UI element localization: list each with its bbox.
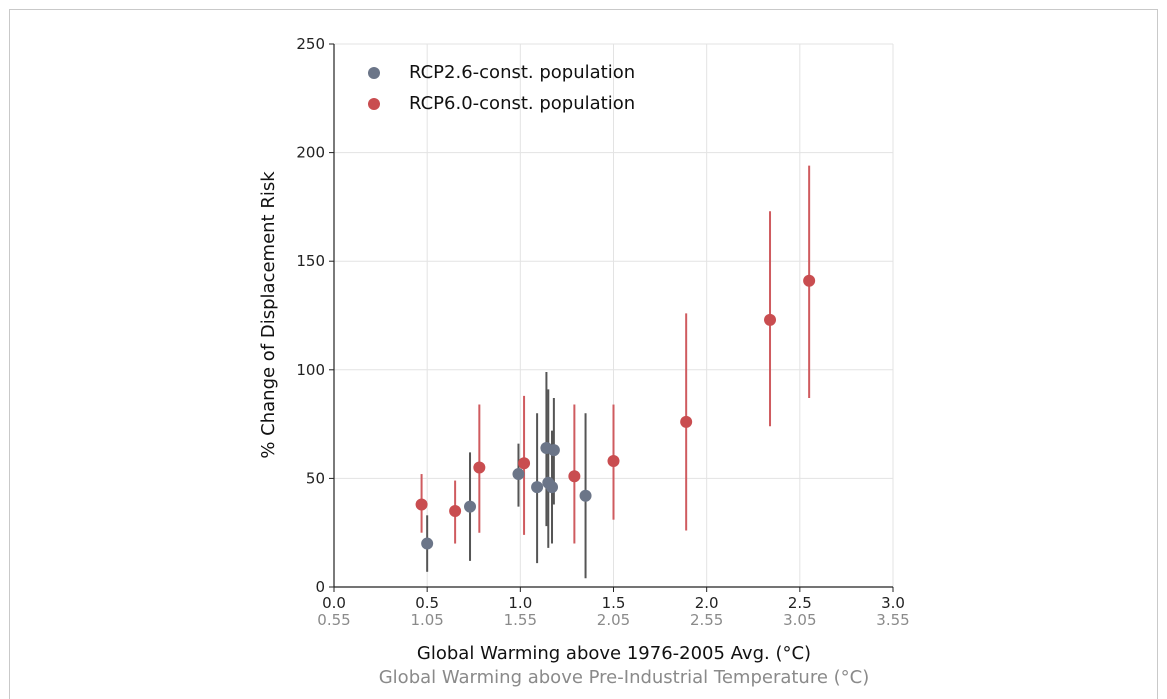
x-axis-title-secondary: Global Warming above Pre-Industrial Temp…	[379, 667, 870, 688]
x-tick-label-secondary-3: 2.05	[597, 611, 630, 629]
y-axis-ticks: 0 50 100 150 200 250	[296, 35, 334, 596]
data-point-s1-0	[415, 498, 428, 511]
grid-lines	[333, 43, 894, 588]
data-point-s0-3	[531, 481, 544, 494]
data-point-s0-1	[464, 500, 477, 513]
data-point-s1-6	[680, 415, 693, 428]
x-tick-label-5: 2.5	[788, 594, 812, 612]
x-tick-label-0: 0.0	[322, 594, 346, 612]
data-point-s1-2	[473, 461, 486, 474]
x-tick-label-3: 1.5	[602, 594, 626, 612]
data-point-s0-0	[421, 537, 434, 550]
x-tick-label-6: 3.0	[881, 594, 905, 612]
y-axis-title: % Change of Displacement Risk	[258, 171, 279, 459]
x-tick-label-secondary-5: 3.05	[783, 611, 816, 629]
y-tick-label-5: 250	[296, 35, 325, 53]
y-tick-label-3: 150	[296, 252, 325, 270]
legend-marker-1	[368, 98, 380, 110]
data-marks	[415, 165, 816, 579]
x-tick-label-4: 2.0	[695, 594, 719, 612]
y-tick-label-1: 50	[306, 469, 325, 487]
y-tick-label-0: 0	[315, 578, 325, 596]
x-tick-label-secondary-6: 3.55	[876, 611, 909, 629]
x-tick-label-2: 1.0	[508, 594, 532, 612]
data-point-s0-8	[579, 489, 592, 502]
legend: RCP2.6-const. population RCP6.0-const. po…	[368, 62, 635, 114]
data-point-s0-7	[547, 444, 560, 457]
data-point-s0-6	[546, 481, 559, 494]
y-tick-label-4: 200	[296, 144, 325, 162]
data-point-s1-8	[803, 274, 816, 287]
data-point-s1-3	[518, 457, 531, 470]
x-tick-label-secondary-2: 1.55	[504, 611, 537, 629]
legend-label-1: RCP6.0-const. population	[409, 93, 635, 114]
data-point-s1-7	[764, 313, 777, 326]
data-point-s1-1	[449, 504, 462, 517]
x-tick-label-secondary-0: 0.55	[317, 611, 350, 629]
figure-frame	[9, 9, 1158, 699]
x-tick-label-1: 0.5	[415, 594, 439, 612]
x-axis-title: Global Warming above 1976-2005 Avg. (°C)	[417, 643, 811, 664]
x-axis-ticks: 0.00.550.51.051.01.551.52.052.02.552.53.…	[317, 587, 910, 629]
data-point-s0-2	[512, 468, 525, 481]
x-tick-label-secondary-4: 2.55	[690, 611, 723, 629]
legend-label-0: RCP2.6-const. population	[409, 62, 635, 83]
y-tick-label-2: 100	[296, 361, 325, 379]
data-point-s1-4	[568, 470, 581, 483]
legend-marker-0	[368, 67, 380, 79]
x-tick-label-secondary-1: 1.05	[410, 611, 443, 629]
data-point-s1-5	[607, 455, 620, 468]
